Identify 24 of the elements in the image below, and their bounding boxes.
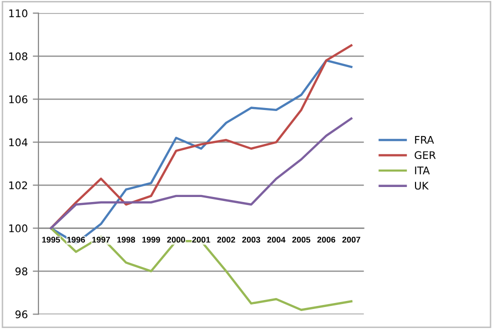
x-tick-label: 1998 [117, 236, 136, 243]
x-tick-label: 2003 [242, 236, 260, 243]
x-tick-label: 1995 [42, 236, 60, 243]
y-tick-label: 106 [9, 95, 28, 104]
x-tick-label: 2005 [292, 236, 310, 243]
y-tick-label: 108 [9, 52, 28, 60]
x-tick-label: 1996 [67, 236, 85, 243]
legend-label: FRA [415, 136, 434, 144]
legend-label: ITA [415, 166, 430, 174]
y-tick-label: 102 [9, 181, 27, 190]
x-tick-label: 2007 [342, 236, 360, 243]
x-tick-label: 1999 [142, 236, 160, 243]
x-tick-label: 1997 [92, 236, 110, 243]
x-tick-label: 2006 [317, 236, 336, 243]
y-tick-label: 110 [9, 9, 28, 18]
y-tick-label: 96 [15, 310, 28, 318]
y-tick-label: 98 [15, 267, 28, 276]
x-tick-label: 2004 [267, 236, 286, 243]
legend-label: UK [414, 182, 429, 190]
x-tick-label: 2002 [217, 236, 236, 243]
legend-label: GER [414, 151, 436, 160]
line-series [50, 117, 352, 230]
y-tick-label: 100 [9, 224, 28, 232]
y-tick-label: 104 [9, 138, 28, 146]
